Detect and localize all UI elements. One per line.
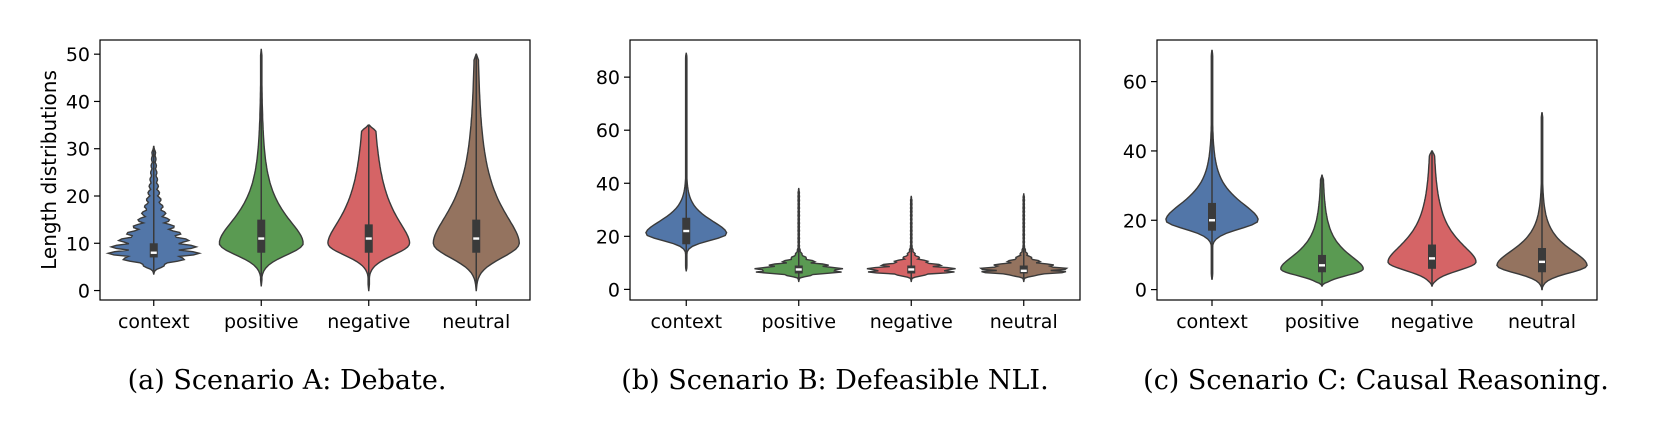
y-tick-label: 20 bbox=[596, 226, 620, 248]
x-tick-label: context bbox=[1176, 311, 1248, 333]
y-tick-label: 80 bbox=[596, 67, 620, 89]
x-tick-label: negative bbox=[1390, 311, 1473, 333]
x-tick-label: context bbox=[650, 311, 722, 333]
y-tick-label: 60 bbox=[596, 120, 620, 142]
x-tick-label: context bbox=[118, 311, 190, 333]
panel-caption: (c) Scenario C: Causal Reasoning. bbox=[1143, 365, 1609, 396]
iqr-box-positive bbox=[1318, 254, 1326, 273]
y-tick-label: 20 bbox=[1123, 210, 1147, 232]
plot-frame bbox=[629, 39, 1081, 301]
x-tick-label: neutral bbox=[1508, 311, 1576, 333]
chart-panel-c: 0 20 40 60 context positive negative neutral (c)… bbox=[1123, 39, 1609, 396]
y-tick-label: 40 bbox=[596, 173, 620, 195]
x-tick-label: positive bbox=[224, 311, 299, 333]
y-tick-label: 0 bbox=[1135, 280, 1147, 302]
chart-panel-a: 0 10 20 30 40 50 context positive negative neutra… bbox=[37, 39, 531, 396]
iqr-box-context bbox=[1208, 202, 1216, 231]
iqr-box-negative bbox=[1428, 244, 1436, 269]
y-axis-label: Length distributions bbox=[37, 70, 61, 270]
x-tick-label: negative bbox=[870, 311, 953, 333]
iqr-box-neutral bbox=[472, 219, 481, 253]
plot-frame bbox=[1156, 39, 1598, 301]
panel-caption: (a) Scenario A: Debate. bbox=[128, 365, 447, 396]
y-tick-label: 30 bbox=[66, 139, 90, 161]
iqr-box-neutral bbox=[1538, 248, 1546, 273]
x-tick-label: positive bbox=[1285, 311, 1360, 333]
plot-frame bbox=[99, 39, 531, 301]
y-tick-label: 0 bbox=[78, 281, 90, 303]
x-tick-label: positive bbox=[761, 311, 836, 333]
iqr-box-positive bbox=[257, 219, 266, 253]
iqr-box-neutral bbox=[1019, 265, 1028, 274]
chart-panel-b: 0 20 40 60 80 context positive negative neutral (… bbox=[596, 39, 1081, 396]
y-tick-label: 0 bbox=[608, 279, 620, 301]
x-tick-label: neutral bbox=[442, 311, 510, 333]
y-tick-label: 50 bbox=[66, 44, 90, 66]
panel-caption: (b) Scenario B: Defeasible NLI. bbox=[621, 365, 1048, 396]
y-tick-label: 40 bbox=[1123, 141, 1147, 163]
x-tick-label: negative bbox=[327, 311, 410, 333]
y-tick-label: 10 bbox=[66, 233, 90, 255]
iqr-box-context bbox=[149, 243, 158, 258]
y-tick-label: 20 bbox=[66, 186, 90, 208]
y-tick-label: 60 bbox=[1123, 72, 1147, 94]
y-tick-label: 40 bbox=[66, 91, 90, 113]
x-tick-label: neutral bbox=[990, 311, 1058, 333]
